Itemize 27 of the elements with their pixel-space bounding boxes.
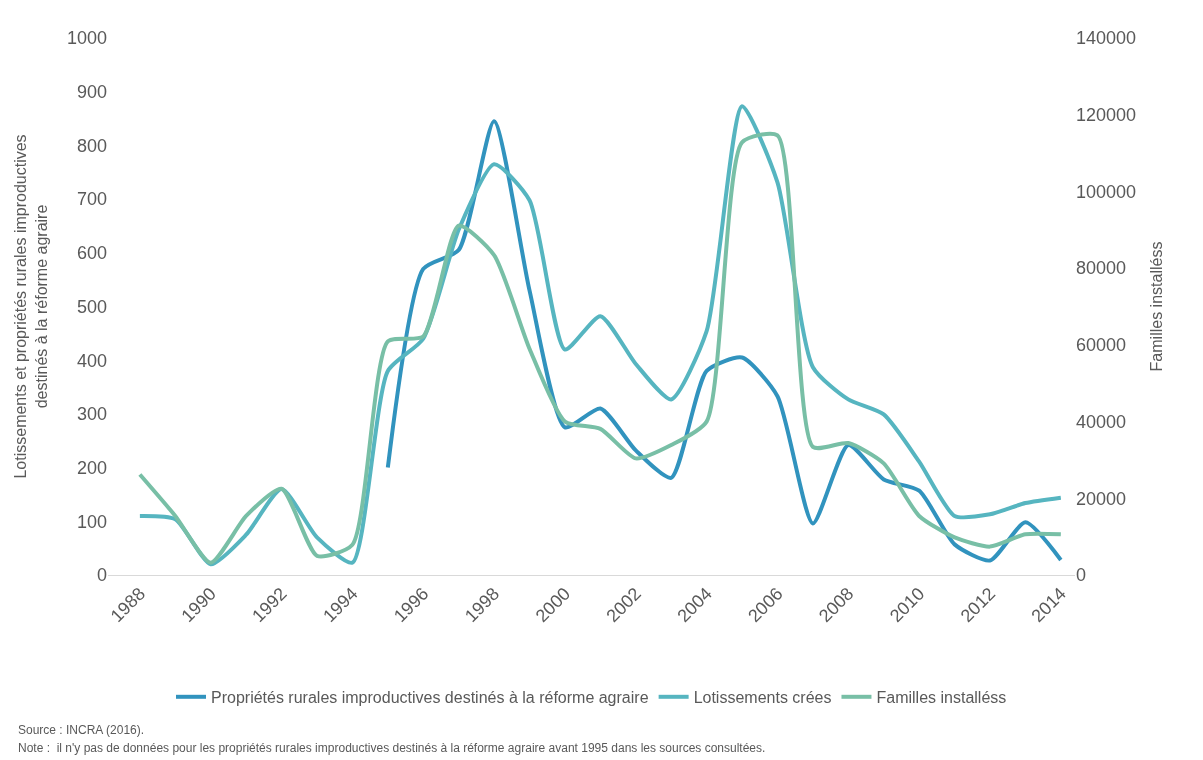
y2-tick-label: 40000 [1076,411,1127,432]
y-tick-label: 1000 [66,28,107,49]
y2-tick-label: 120000 [1076,105,1137,126]
y-tick-label: 700 [76,189,107,210]
text: Note : il n'y pas de données pour les propriétés rurales improductives destinés à la réforme agraire avant 1995 dans les sources consultées. [18,741,766,755]
y-tick-label: 500 [76,296,107,317]
source-note: Source : INCRA (2016). [18,723,145,737]
y2-tick-label: 60000 [1076,335,1127,356]
y-axis-title: Lotissements et propriétés rurales improductives destinés à la réforme agraire [12,134,50,479]
y-tick-label: 300 [76,404,107,425]
y2-tick-label: 140000 [1076,28,1137,49]
y-tick-label: 0 [96,565,107,586]
y2-tick-label: 20000 [1076,488,1127,509]
y-tick-label: 100 [76,511,107,532]
y-tick-label: 600 [76,243,107,264]
y2-tick-label: 80000 [1076,258,1127,279]
legend-label: Propriétés rurales improductives destinés à la réforme agraire [211,689,649,707]
y-tick-label: 200 [76,457,107,478]
legend-label: Lotissements crées [693,689,832,707]
y-tick-label: 400 [76,350,107,371]
y-tick-label: 900 [76,82,107,102]
y2-tick-label: 0 [1076,565,1087,586]
y2-tick-label: 100000 [1076,181,1137,202]
line-series [385,119,1063,563]
y-tick-label: 800 [76,135,107,156]
y2-axis-title: Familles installéss [1147,241,1165,372]
legend-label: Familles installéss [876,689,1007,707]
